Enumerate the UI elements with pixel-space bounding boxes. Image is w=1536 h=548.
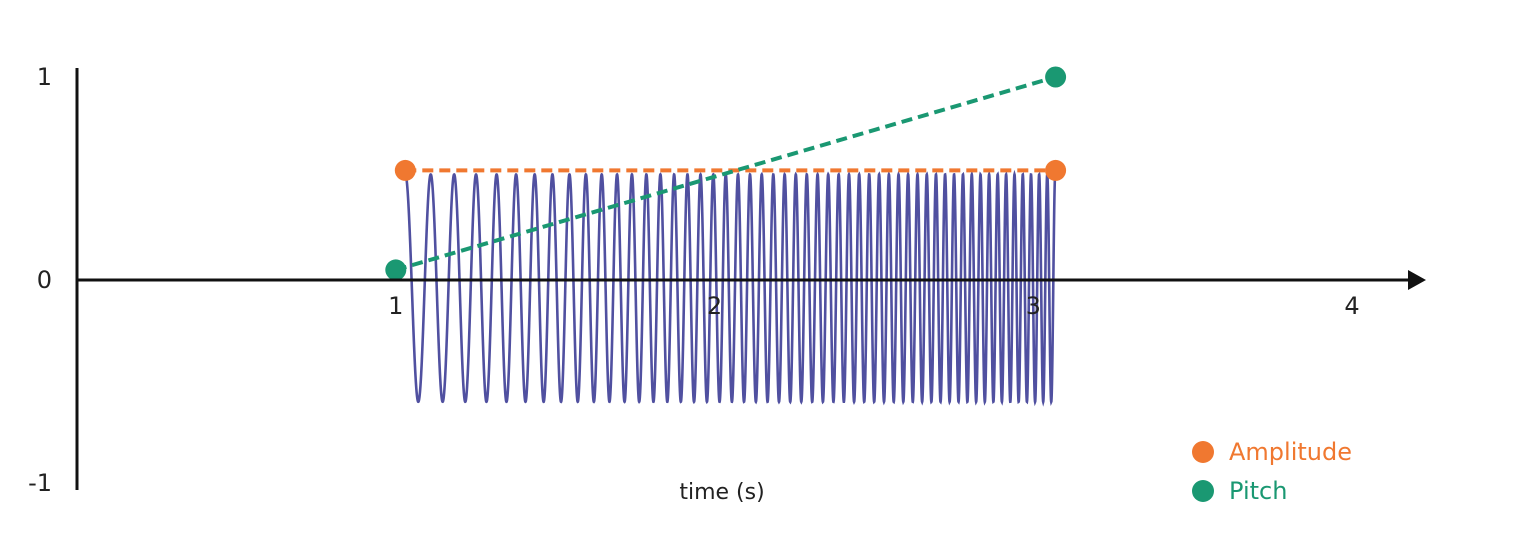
legend-marker-amplitude xyxy=(1192,441,1214,463)
pitch-point xyxy=(385,259,407,281)
legend-label-amplitude: Amplitude xyxy=(1229,438,1352,466)
legend: Amplitude Pitch xyxy=(1192,438,1352,505)
x-tick-label: 1 xyxy=(388,292,403,320)
series-layer xyxy=(385,66,1067,281)
pitch-series-line xyxy=(395,75,1057,272)
waveform-line xyxy=(404,169,1057,407)
legend-marker-pitch xyxy=(1192,480,1214,502)
tick-labels: 1 2 3 4 1 0 -1 xyxy=(28,63,1360,497)
y-tick-label: 1 xyxy=(37,63,52,91)
plot-area xyxy=(385,66,1067,407)
y-tick-label: -1 xyxy=(28,469,52,497)
x-tick-label: 4 xyxy=(1344,292,1359,320)
x-axis-label: time (s) xyxy=(679,480,764,505)
pitch-point xyxy=(1045,66,1067,88)
legend-label-pitch: Pitch xyxy=(1229,477,1287,505)
x-tick-label: 3 xyxy=(1026,292,1041,320)
amplitude-point xyxy=(1045,159,1067,181)
x-axis-arrowhead xyxy=(1408,270,1426,290)
x-tick-label: 2 xyxy=(707,292,722,320)
y-tick-label: 0 xyxy=(37,266,52,294)
amplitude-point xyxy=(394,159,416,181)
axes xyxy=(75,68,1426,490)
